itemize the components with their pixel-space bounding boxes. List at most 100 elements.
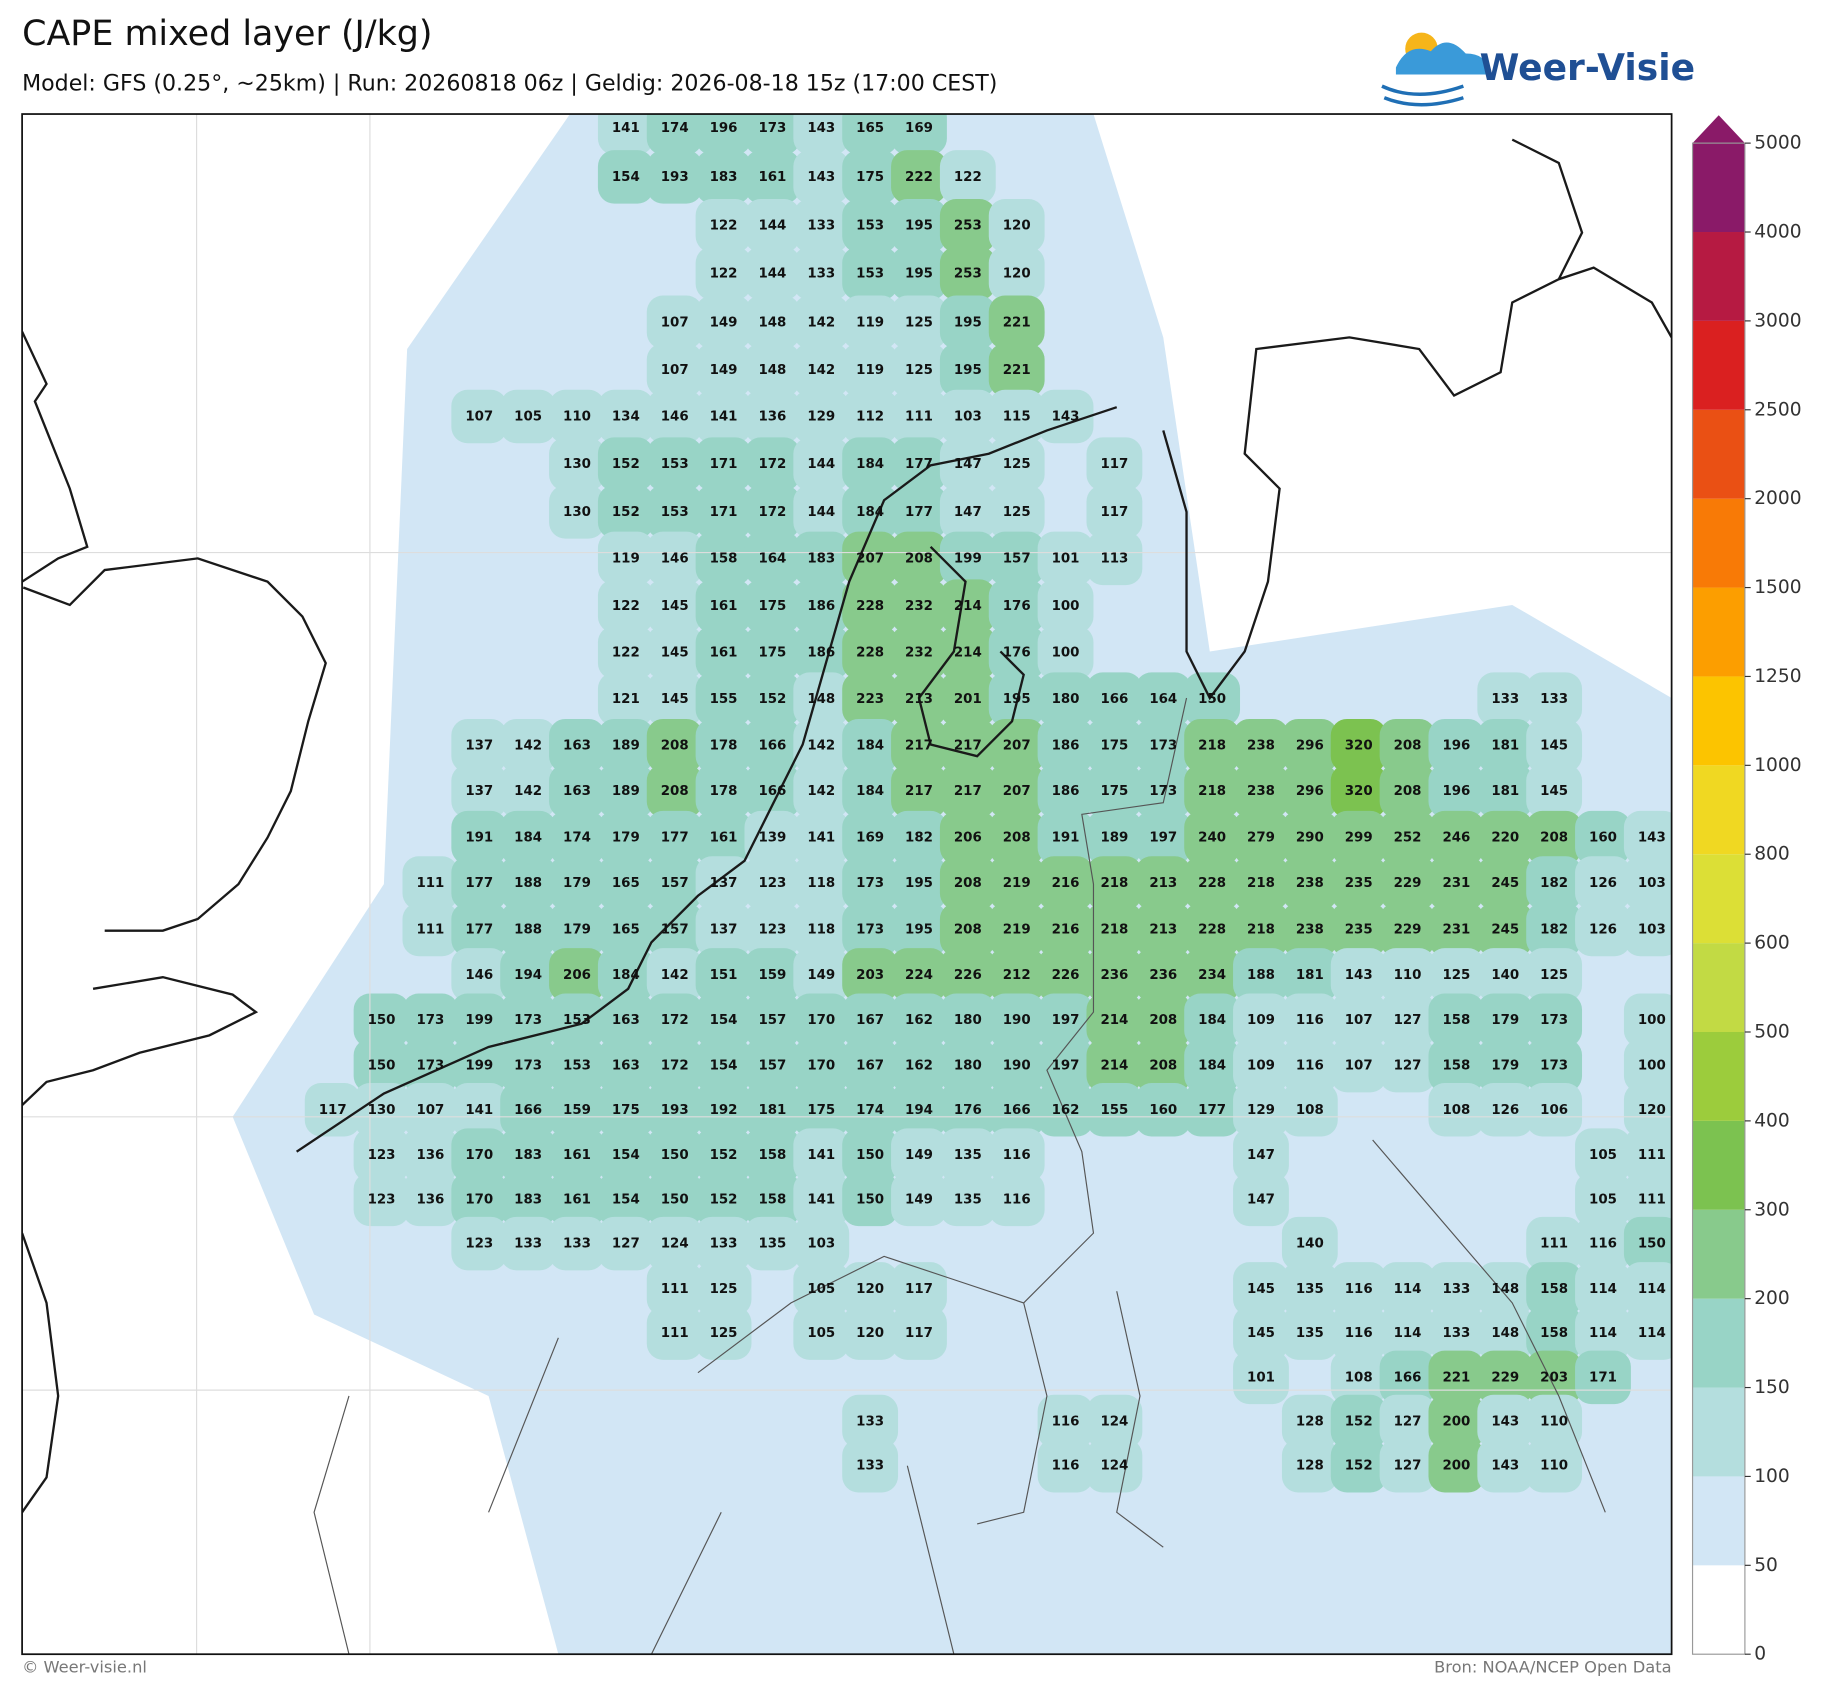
cape-value: 179 bbox=[612, 831, 640, 846]
cape-value: 172 bbox=[758, 505, 786, 520]
cape-cell bbox=[402, 1083, 459, 1137]
cape-value: 144 bbox=[758, 219, 786, 234]
cape-value: 116 bbox=[1345, 1326, 1373, 1341]
cape-cell bbox=[451, 718, 508, 773]
cape-cell bbox=[744, 295, 801, 350]
cape-cell bbox=[744, 1128, 801, 1182]
cape-value: 201 bbox=[954, 692, 982, 707]
cape-value: 186 bbox=[1052, 784, 1080, 799]
cape-cell bbox=[842, 1439, 899, 1493]
cape-value: 195 bbox=[905, 876, 933, 891]
cape-cell bbox=[1379, 810, 1436, 865]
cape-value: 134 bbox=[612, 409, 640, 424]
cape-cell bbox=[744, 389, 801, 444]
cape-cell bbox=[744, 948, 801, 1002]
cape-cell bbox=[842, 718, 899, 773]
cape-cell bbox=[597, 1083, 654, 1137]
cape-value: 144 bbox=[807, 505, 835, 520]
cape-cell bbox=[646, 948, 703, 1002]
cape-value: 133 bbox=[856, 1459, 884, 1474]
cape-value: 188 bbox=[514, 922, 542, 937]
cape-cell bbox=[842, 993, 899, 1047]
cape-value: 208 bbox=[1149, 1059, 1177, 1074]
cape-cell bbox=[744, 343, 801, 397]
cape-value: 114 bbox=[1394, 1326, 1422, 1341]
cape-cell bbox=[1428, 1262, 1485, 1316]
cape-cell bbox=[646, 1172, 703, 1227]
cape-value: 111 bbox=[416, 922, 444, 937]
cape-value: 110 bbox=[1540, 1459, 1568, 1474]
cape-cell bbox=[695, 295, 752, 350]
cape-cell bbox=[1037, 718, 1094, 773]
cape-value: 124 bbox=[1100, 1415, 1128, 1430]
cape-value: 116 bbox=[1296, 1013, 1324, 1028]
cape-cell bbox=[597, 718, 654, 773]
cape-value: 130 bbox=[368, 1103, 396, 1118]
cape-cell bbox=[646, 1038, 703, 1093]
cape-value: 153 bbox=[856, 266, 884, 281]
cape-cell bbox=[988, 295, 1045, 350]
cape-cell bbox=[1281, 1083, 1338, 1137]
cape-cell bbox=[646, 150, 703, 204]
cape-cell bbox=[1477, 856, 1534, 910]
cape-cell bbox=[1135, 672, 1192, 726]
cape-cell bbox=[891, 531, 947, 586]
cape-value: 116 bbox=[1052, 1415, 1080, 1430]
cape-value: 110 bbox=[1394, 968, 1422, 983]
cape-value: 157 bbox=[661, 922, 689, 937]
cape-cell bbox=[451, 1083, 508, 1137]
cape-value: 136 bbox=[758, 409, 786, 424]
cape-cell bbox=[1526, 1394, 1583, 1449]
cape-value: 208 bbox=[954, 876, 982, 891]
cape-value: 153 bbox=[661, 505, 689, 520]
cape-cell bbox=[646, 485, 703, 539]
cape-value: 208 bbox=[954, 922, 982, 937]
colorbar-band bbox=[1692, 1476, 1745, 1566]
cape-value: 181 bbox=[1296, 968, 1324, 983]
cape-cell bbox=[1037, 672, 1094, 726]
cape-value: 226 bbox=[1052, 968, 1080, 983]
cape-value: 142 bbox=[807, 784, 835, 799]
cape-value: 183 bbox=[514, 1148, 542, 1163]
cape-value: 143 bbox=[807, 121, 835, 136]
colorbar-band bbox=[1692, 1209, 1745, 1299]
cape-cell bbox=[939, 343, 996, 397]
cape-cell bbox=[891, 948, 947, 1002]
cape-value: 218 bbox=[1198, 784, 1226, 799]
cape-value: 135 bbox=[954, 1192, 982, 1207]
cape-cell bbox=[988, 198, 1045, 253]
cape-value: 145 bbox=[1540, 784, 1568, 799]
cape-cell bbox=[353, 1172, 410, 1227]
cape-cell bbox=[1330, 948, 1387, 1002]
cape-cell bbox=[695, 1216, 752, 1271]
cape-cell bbox=[1330, 1262, 1387, 1316]
cape-value: 116 bbox=[1296, 1059, 1324, 1074]
cape-cell bbox=[988, 718, 1045, 773]
cape-value: 189 bbox=[1100, 831, 1128, 846]
cape-value: 107 bbox=[661, 363, 689, 378]
cape-cell bbox=[1623, 1216, 1672, 1271]
cape-value: 222 bbox=[905, 170, 933, 185]
cape-value: 162 bbox=[905, 1059, 933, 1074]
cape-cell bbox=[695, 718, 752, 773]
cape-cell bbox=[1135, 902, 1192, 957]
cape-cell bbox=[597, 810, 654, 865]
cape-cell bbox=[793, 579, 850, 633]
colorbar-extend bbox=[1692, 115, 1745, 144]
cape-cell bbox=[842, 343, 899, 397]
cape-cell bbox=[1086, 531, 1143, 586]
cape-value: 106 bbox=[1540, 1103, 1568, 1118]
cape-value: 111 bbox=[661, 1282, 689, 1297]
cape-cell bbox=[1281, 718, 1338, 773]
cape-cell bbox=[695, 764, 752, 818]
cape-value: 105 bbox=[807, 1282, 835, 1297]
colorbar-label: 0 bbox=[1754, 1644, 1766, 1665]
cape-cell bbox=[1281, 948, 1338, 1002]
cape-value: 100 bbox=[1638, 1013, 1666, 1028]
cape-cell bbox=[1233, 1172, 1289, 1227]
cape-cell bbox=[842, 246, 899, 301]
colorbar-band bbox=[1692, 1387, 1745, 1477]
cape-cell bbox=[646, 295, 703, 350]
cape-value: 206 bbox=[954, 831, 982, 846]
cape-value: 200 bbox=[1442, 1459, 1470, 1474]
